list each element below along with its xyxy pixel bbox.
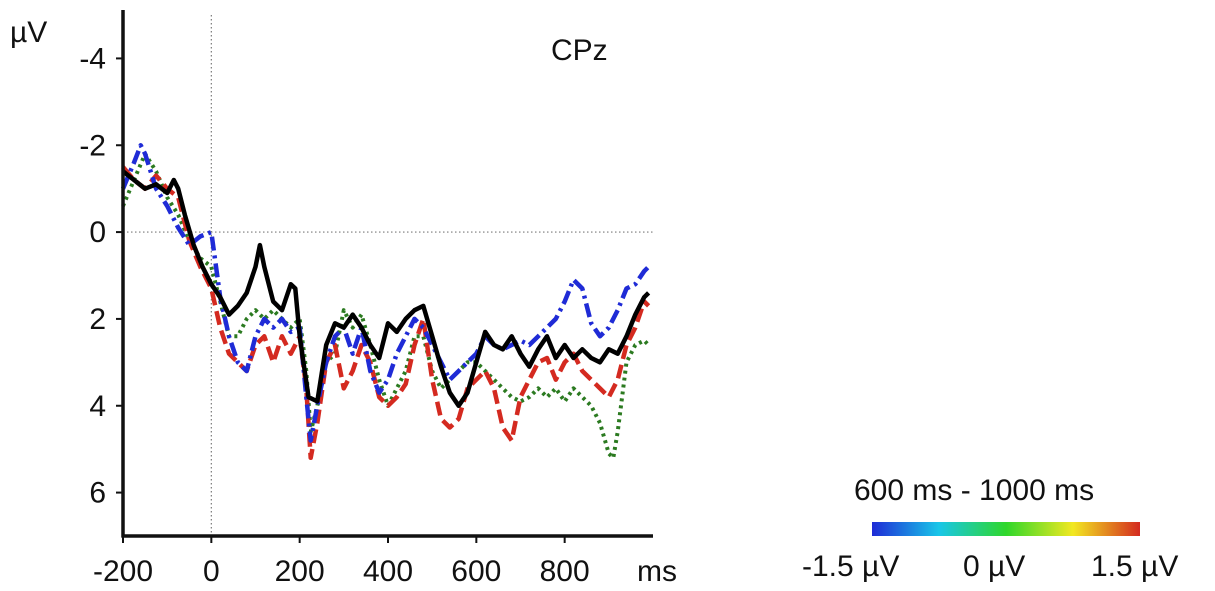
x-tick-label: 200 (275, 555, 325, 588)
x-tick-label: 400 (363, 555, 413, 588)
x-tick-label: 600 (451, 555, 501, 588)
y-axis-ticks: -4 -2 0 2 4 6 (79, 42, 123, 510)
y-tick-label: 4 (89, 390, 106, 423)
x-tick-label: 800 (540, 555, 590, 588)
x-tick-label: -200 (93, 555, 153, 588)
series-layer (120, 143, 651, 461)
series-line-dotted (121, 151, 651, 460)
colorbar-gradient (872, 522, 1140, 536)
series-line-dashdot (120, 143, 651, 443)
x-tick-label: 0 (203, 555, 220, 588)
colorbar-mid-label: 0 µV (963, 550, 1025, 583)
plot-grid (123, 15, 653, 536)
channel-label: CPz (551, 34, 608, 67)
colorbar-min-label: -1.5 µV (802, 550, 899, 583)
series-line-dashed (121, 165, 651, 461)
axes-layer (121, 10, 653, 538)
x-axis-ticks: -200 0 200 400 600 800 (93, 536, 590, 588)
y-tick-label: -4 (79, 42, 106, 75)
colorbar-title: 600 ms - 1000 ms (854, 474, 1094, 507)
y-tick-label: 0 (89, 216, 106, 249)
colorbar-max-label: 1.5 µV (1091, 550, 1178, 583)
series-line-solid (121, 169, 651, 409)
y-tick-label: 6 (89, 477, 106, 510)
y-unit-label: µV (10, 16, 47, 49)
y-tick-label: 2 (89, 303, 106, 336)
y-tick-label: -2 (79, 129, 106, 162)
x-unit-label: ms (637, 555, 677, 588)
